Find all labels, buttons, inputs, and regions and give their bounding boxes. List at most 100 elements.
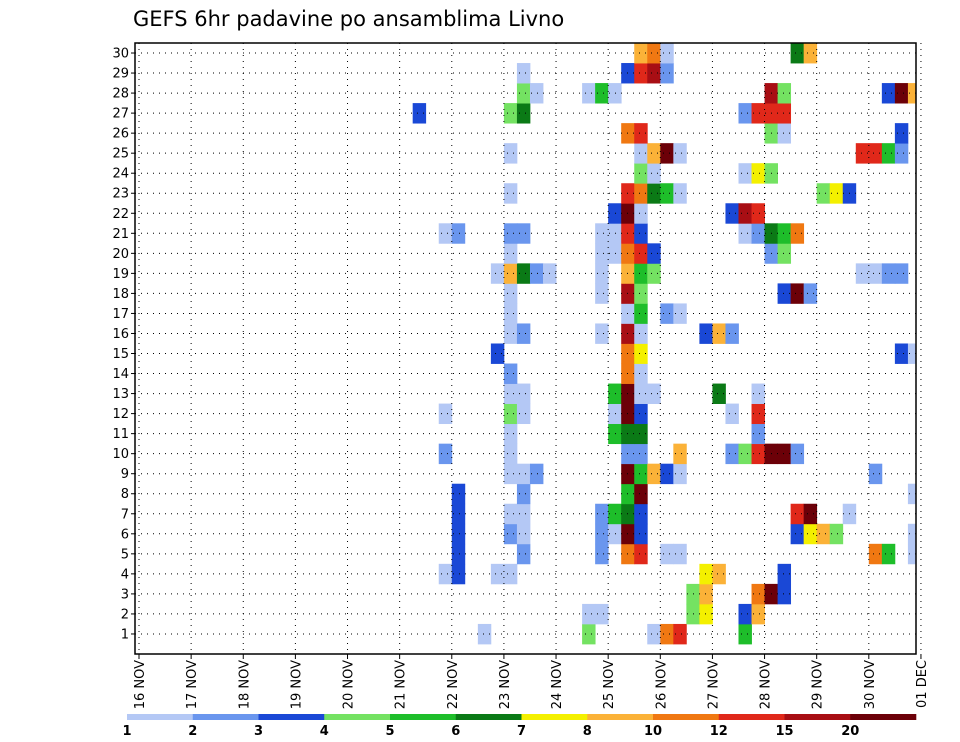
y-tick-label: 16 — [112, 327, 129, 342]
heatmap-cell — [829, 523, 844, 545]
heatmap-cell — [738, 603, 752, 625]
x-tick-label: 16 NOV — [133, 660, 148, 709]
y-tick-label: 18 — [112, 287, 129, 302]
heatmap-cell — [751, 383, 765, 404]
legend-swatch — [653, 714, 720, 720]
heatmap-cell — [503, 263, 518, 284]
heatmap-cell — [660, 43, 674, 64]
legend-swatch — [258, 714, 325, 720]
legend-label: 2 — [188, 724, 197, 739]
heatmap-cell — [634, 203, 648, 224]
heatmap-cell — [490, 563, 505, 585]
legend-swatch — [390, 714, 457, 720]
heatmap-cell — [907, 483, 917, 505]
heatmap-cell — [608, 503, 622, 525]
heatmap-cell — [660, 183, 674, 204]
heatmap-cell — [803, 283, 818, 304]
heatmap-cell — [595, 323, 609, 344]
heatmap-cell — [673, 303, 687, 324]
heatmap-cell — [634, 303, 648, 324]
heatmap-cell — [503, 463, 518, 485]
legend-label: 4 — [320, 724, 329, 739]
heatmap-cell — [451, 543, 466, 565]
heatmap-cell — [608, 243, 622, 264]
y-tick-label: 7 — [121, 507, 129, 522]
y-tick-label: 29 — [112, 67, 129, 82]
heatmap-cell — [647, 623, 661, 645]
y-tick-label: 5 — [121, 547, 129, 562]
heatmap-cell — [777, 123, 792, 144]
heatmap-cell — [608, 403, 622, 425]
y-tick-label: 1 — [121, 627, 129, 642]
heatmap-cell — [777, 283, 792, 304]
heatmap-cell — [777, 583, 792, 605]
heatmap-cell — [595, 503, 609, 525]
heatmap-cell — [751, 603, 765, 625]
x-tick-label: 29 NOV — [811, 660, 826, 709]
heatmap-cell — [438, 223, 453, 244]
heatmap-cell — [777, 103, 792, 124]
heatmap-cell — [451, 223, 466, 244]
heatmap-cell — [790, 283, 805, 304]
heatmap-cell — [634, 123, 648, 144]
chart-title: GEFS 6hr padavine po ansamblima Livno — [133, 7, 564, 31]
legend-label: 10 — [644, 724, 662, 739]
heatmap-cell — [777, 563, 792, 585]
heatmap-cell — [751, 403, 765, 425]
heatmap-cell — [595, 523, 609, 545]
heatmap-cell — [790, 223, 805, 244]
heatmap-cell — [881, 83, 896, 104]
heatmap-cell — [503, 143, 518, 164]
heatmap-cell — [595, 263, 609, 284]
heatmap-cell — [881, 263, 896, 284]
heatmap-cell — [503, 103, 518, 124]
heatmap-cell — [660, 463, 674, 485]
y-tick-label: 30 — [112, 47, 129, 62]
heatmap-cell — [608, 383, 622, 404]
y-tick-label: 23 — [112, 187, 129, 202]
heatmap-cell — [699, 323, 713, 344]
heatmap-cell — [503, 283, 518, 304]
legend: 1 2 3 4 5 6 7 8 10 12 15 20 — [122, 714, 917, 739]
heatmap-cell — [647, 163, 661, 184]
y-tick-label: 3 — [121, 587, 129, 602]
legend-swatch — [127, 714, 194, 720]
heatmap-cell — [725, 203, 739, 224]
heatmap-cell — [777, 243, 792, 264]
heatmap-cell — [582, 623, 596, 645]
heatmap-cell — [751, 203, 765, 224]
y-tick-label: 10 — [112, 447, 129, 462]
y-tick-label: 19 — [112, 267, 129, 282]
heatmap-cell — [738, 103, 752, 124]
heatmap-cell — [868, 463, 883, 485]
heatmap-cell — [712, 563, 726, 585]
heatmap-cell — [503, 563, 518, 585]
y-tick-label: 24 — [112, 167, 129, 182]
y-tick-label: 25 — [112, 147, 129, 162]
heatmap-cell — [738, 163, 752, 184]
heatmap-cell — [634, 403, 648, 425]
x-tick-label: 01 DEC — [915, 660, 930, 708]
x-tick-label: 23 NOV — [498, 660, 513, 709]
heatmap-cell — [738, 443, 752, 465]
heatmap-cell — [855, 263, 870, 284]
heatmap-cell — [516, 83, 531, 104]
heatmap-cell — [503, 423, 518, 445]
heatmap-cell — [608, 223, 622, 244]
heatmap-cell — [634, 163, 648, 184]
heatmap-cell — [490, 263, 505, 284]
x-tick-label: 22 NOV — [446, 660, 461, 709]
heatmap-cell — [660, 623, 674, 645]
heatmap-cell — [582, 603, 596, 625]
heatmap-cell — [634, 363, 648, 384]
heatmap-cell — [516, 523, 531, 545]
y-tick-label: 8 — [121, 487, 129, 502]
heatmap-cell — [634, 43, 648, 64]
heatmap-cell — [660, 143, 674, 164]
y-tick-label: 14 — [112, 367, 129, 382]
x-tick-label: 30 NOV — [863, 660, 878, 709]
heatmap-cell — [516, 383, 531, 404]
heatmap-cell — [595, 543, 609, 565]
heatmap-cell — [451, 563, 466, 585]
heatmap-cell — [516, 103, 531, 124]
